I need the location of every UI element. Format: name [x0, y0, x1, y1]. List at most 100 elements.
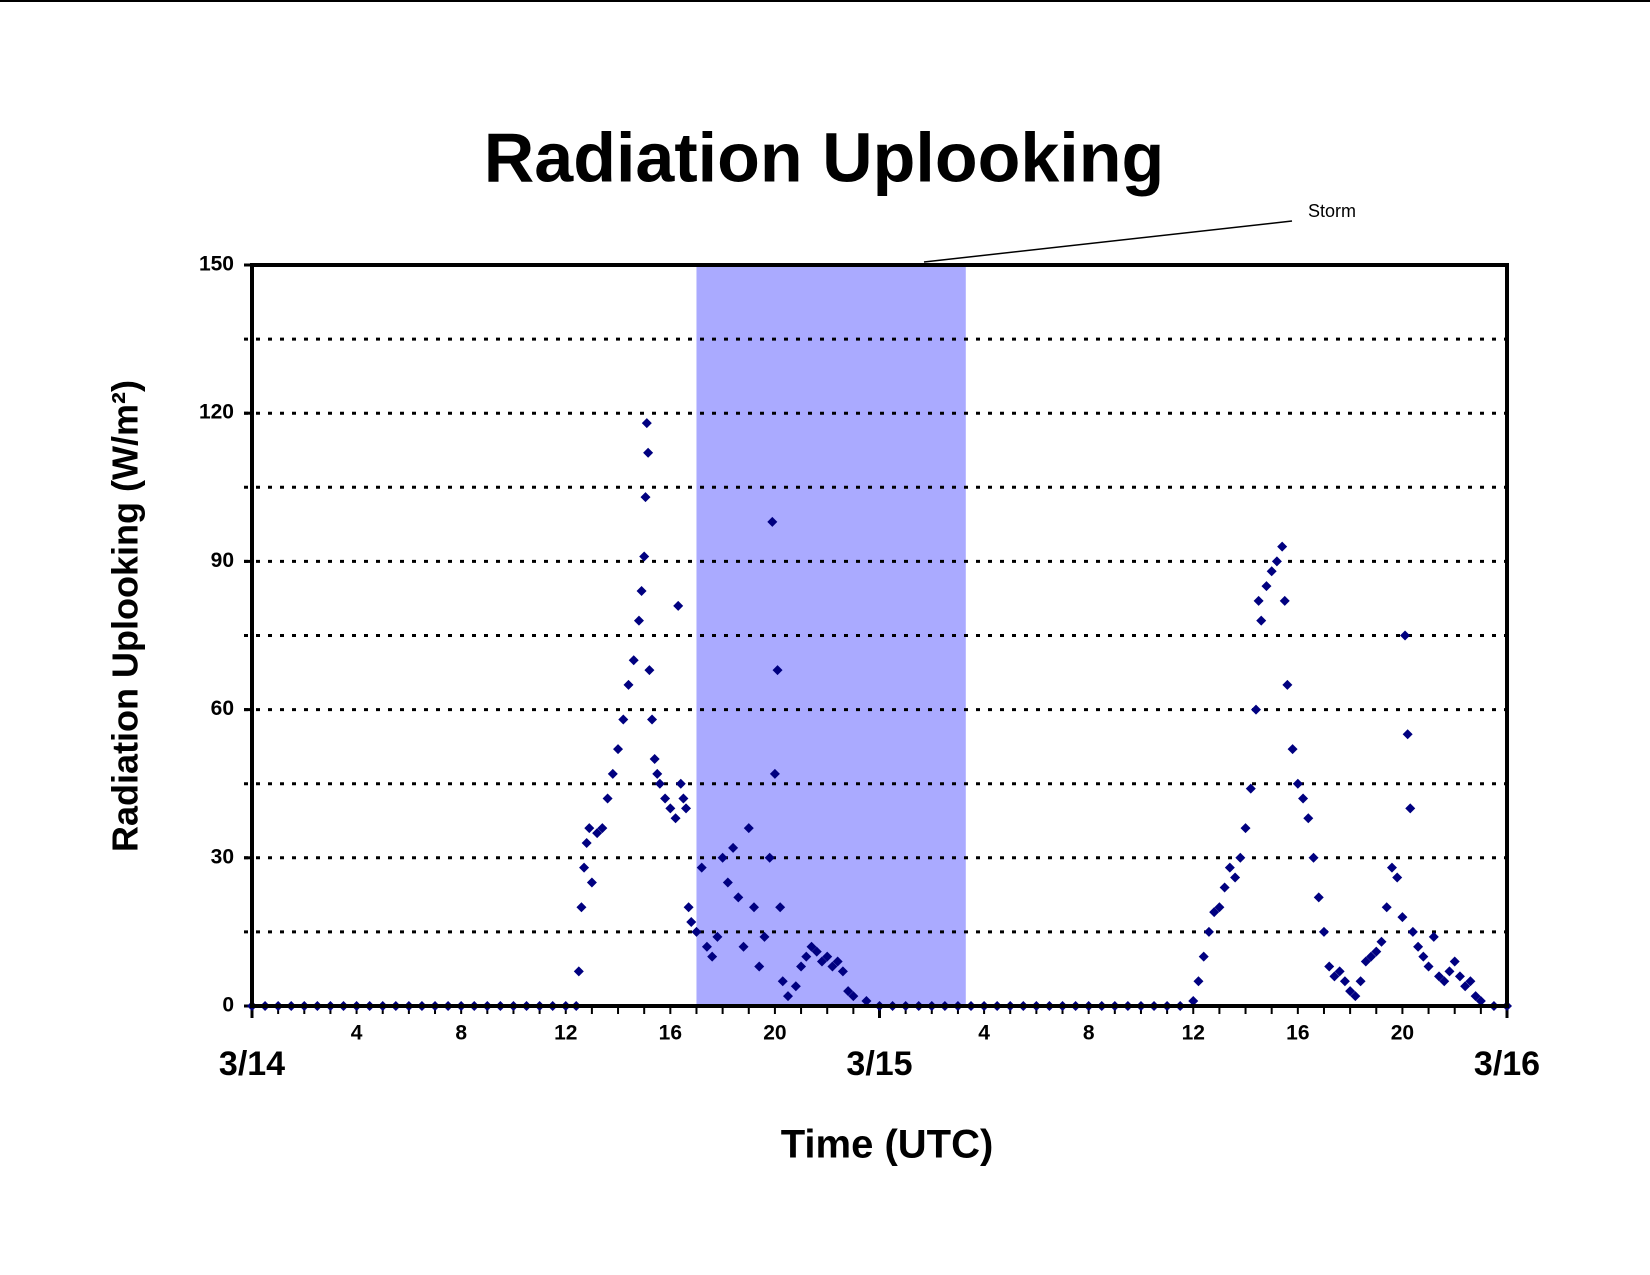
data-point — [1324, 961, 1335, 972]
data-point — [1253, 595, 1264, 606]
data-point — [1345, 986, 1356, 997]
data-point — [1279, 595, 1290, 606]
data-point — [633, 615, 644, 626]
data-point — [1313, 892, 1324, 903]
data-point — [652, 768, 663, 779]
data-point — [675, 778, 686, 789]
data-point — [1350, 991, 1361, 1002]
data-point — [673, 600, 684, 611]
data-point — [843, 986, 854, 997]
data-point — [1371, 946, 1382, 957]
data-point — [749, 902, 759, 913]
data-point — [1266, 566, 1277, 577]
data-point — [811, 946, 822, 957]
data-point — [1407, 926, 1418, 937]
data-point — [722, 877, 733, 888]
data-point — [1188, 996, 1199, 1007]
data-point — [1413, 941, 1424, 952]
data-point — [1329, 971, 1340, 982]
x-tick-label: 4 — [351, 1022, 363, 1045]
data-point — [712, 931, 723, 942]
data-point — [1449, 956, 1460, 967]
data-point — [827, 961, 838, 972]
data-point — [806, 941, 817, 952]
data-point — [1418, 951, 1429, 962]
data-point — [623, 679, 634, 690]
data-point — [1224, 862, 1235, 873]
data-point — [772, 665, 783, 676]
data-point — [1334, 966, 1345, 977]
data-point — [796, 961, 807, 972]
data-point — [1402, 729, 1413, 740]
data-point — [717, 852, 728, 863]
data-point — [1376, 936, 1387, 947]
y-tick-label: 60 — [211, 697, 234, 720]
data-point — [665, 803, 676, 814]
data-point — [1256, 615, 1267, 626]
data-point — [592, 828, 603, 839]
data-point — [618, 714, 629, 725]
data-point — [1400, 630, 1411, 641]
data-point — [1261, 581, 1272, 592]
data-point — [1303, 813, 1314, 824]
data-point — [1439, 976, 1450, 987]
data-point — [647, 714, 658, 725]
data-point — [686, 917, 697, 928]
data-point — [1203, 926, 1214, 937]
data-point — [584, 823, 595, 834]
data-point — [597, 823, 608, 834]
data-point — [1454, 971, 1465, 982]
data-point — [660, 793, 671, 804]
data-point — [579, 862, 590, 873]
storm-label: Storm — [1308, 201, 1356, 221]
data-point — [1405, 803, 1416, 814]
data-point — [1251, 704, 1261, 715]
data-point — [767, 516, 778, 527]
x-tick-label: 4 — [978, 1022, 990, 1045]
data-point — [1219, 882, 1230, 893]
data-point — [654, 778, 665, 789]
data-point — [1475, 996, 1486, 1007]
y-tick-label: 30 — [211, 845, 234, 868]
data-point — [586, 877, 597, 888]
data-point — [848, 991, 859, 1002]
data-point — [1214, 902, 1225, 913]
x-tick-label: 20 — [1391, 1022, 1414, 1045]
data-point — [649, 754, 660, 764]
data-point — [696, 862, 707, 873]
data-point — [738, 941, 749, 952]
data-point — [1308, 852, 1319, 863]
data-point — [1355, 976, 1366, 987]
data-point — [832, 956, 843, 967]
data-point — [641, 418, 652, 429]
data-point — [1235, 852, 1246, 863]
data-point — [1339, 976, 1350, 987]
date-label: 3/14 — [219, 1045, 285, 1083]
x-tick-label: 8 — [455, 1022, 467, 1045]
data-point — [1230, 872, 1241, 883]
data-point — [1292, 778, 1303, 789]
data-point — [681, 803, 692, 814]
data-point — [790, 981, 801, 992]
data-point — [1209, 907, 1220, 918]
data-point — [775, 902, 786, 913]
data-point — [1392, 872, 1403, 883]
data-point — [640, 492, 651, 503]
y-tick-label: 150 — [199, 253, 234, 276]
data-point — [573, 966, 584, 977]
data-point — [691, 926, 702, 937]
data-point — [639, 551, 650, 562]
data-point — [754, 961, 765, 972]
data-point — [1386, 862, 1397, 873]
data-point — [782, 991, 793, 1002]
data-point — [576, 902, 587, 913]
x-tick-label: 16 — [1286, 1022, 1309, 1045]
data-point — [861, 996, 872, 1007]
data-point — [1193, 976, 1204, 987]
data-point — [1287, 744, 1298, 755]
data-point — [643, 447, 654, 458]
data-point — [728, 842, 739, 853]
data-point — [1366, 951, 1377, 962]
x-tick-label: 20 — [763, 1022, 786, 1045]
